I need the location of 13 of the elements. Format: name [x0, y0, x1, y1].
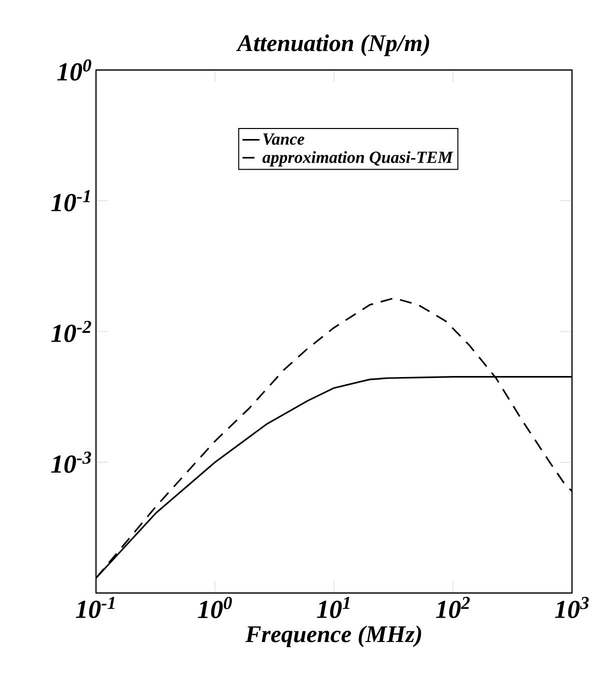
y-tick-label: 10$^{-1}$: [51, 190, 90, 212]
x-tick-label: 10$^{2}$: [436, 596, 470, 618]
x-tick-label: 10$^{0}$: [198, 596, 232, 618]
x-tick-label: 10$^{3}$: [554, 596, 589, 618]
x-tick-label: 10$^{1}$: [316, 596, 350, 618]
y-tick-label: 10$^{0}$: [57, 59, 92, 81]
x-axis-title: Frequence (MHz): [245, 625, 422, 648]
legend-label: Vance: [263, 134, 304, 145]
x-tick-label: 10$^{-1}$: [76, 596, 114, 618]
y-tick-label: 10$^{-2}$: [51, 320, 92, 342]
legend-label: approximation Quasi-TEM: [262, 151, 454, 166]
y-tick-label: 10$^{-3}$: [51, 452, 92, 473]
chart-title: Attenuation (Np/m): [236, 34, 430, 56]
